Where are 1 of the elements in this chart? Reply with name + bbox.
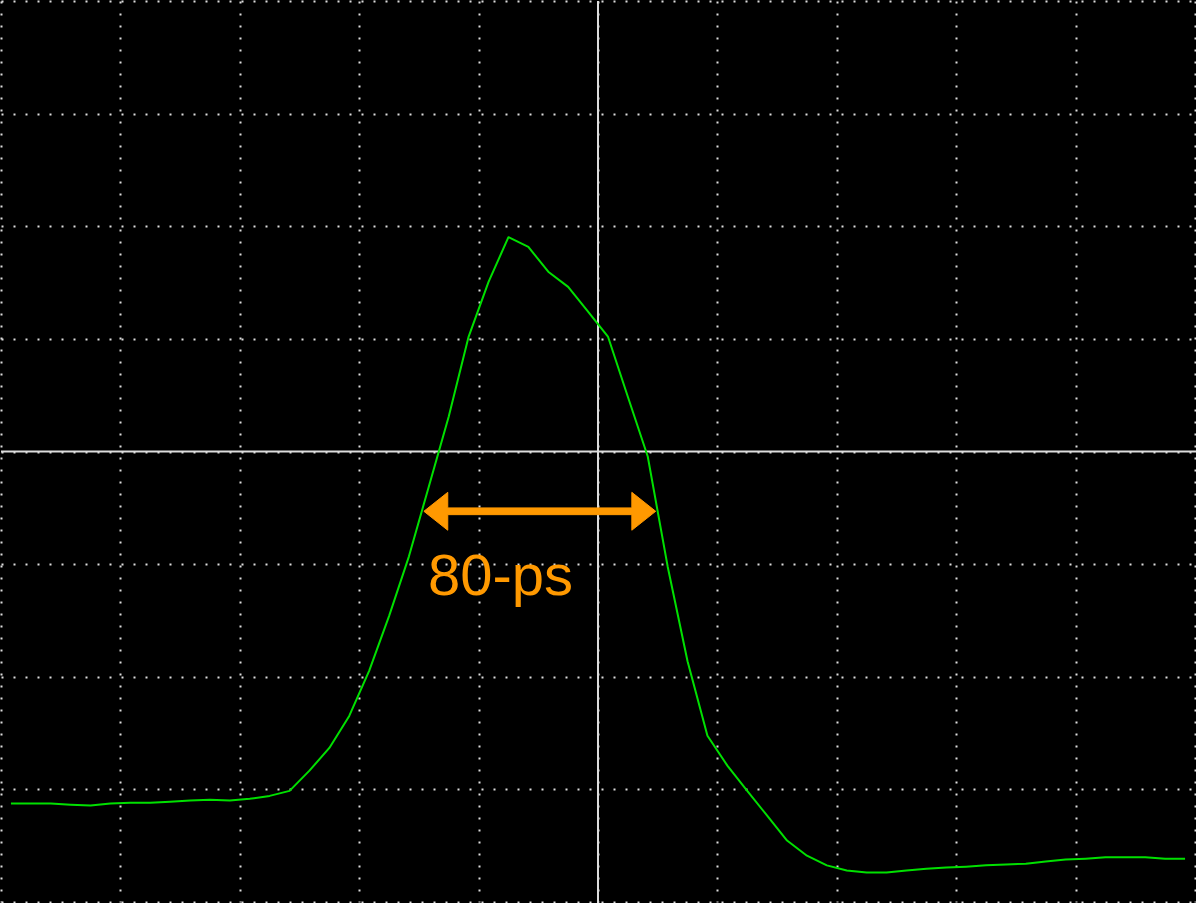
- annotation: 80-ps: [427, 541, 574, 607]
